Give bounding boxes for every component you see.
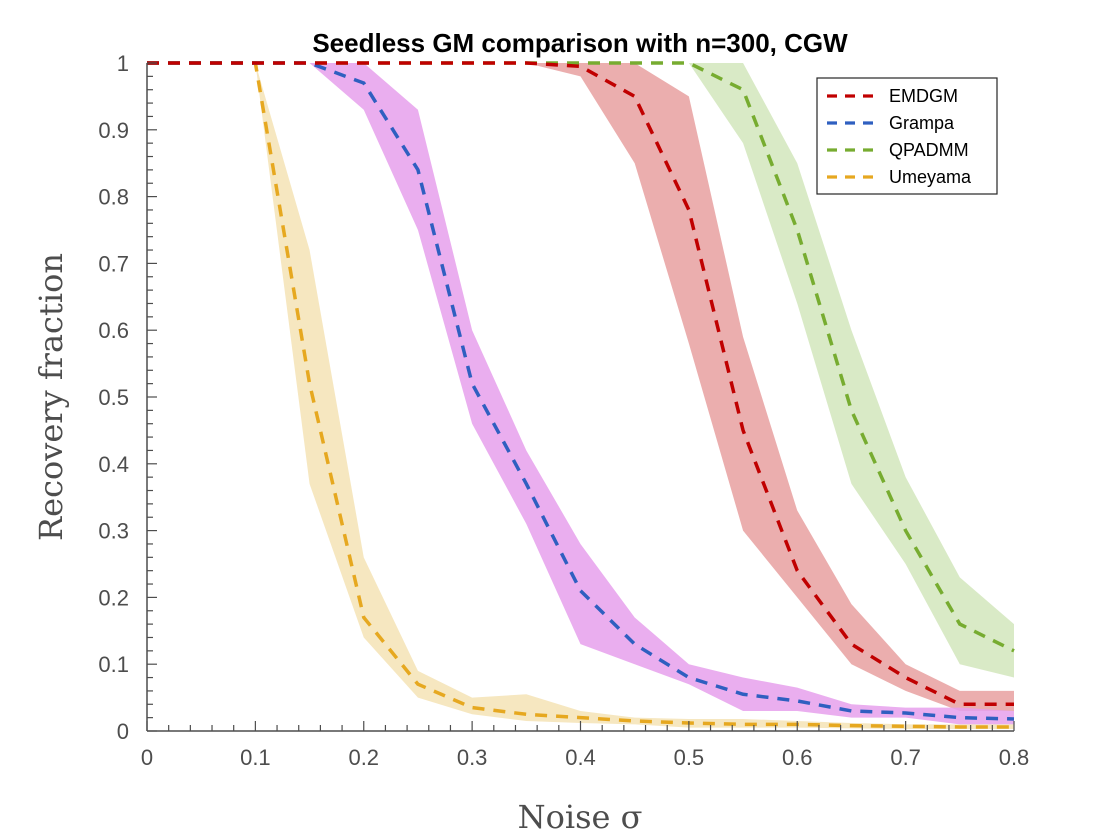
band-umeyama [147,63,1014,729]
y-tick-label: 1 [117,51,129,76]
legend: EMDGM Grampa QPADMM Umeyama [816,77,998,195]
series-lines [147,61,1015,729]
x-tick-label: 0.7 [890,745,921,770]
x-tick-label: 0 [141,745,153,770]
x-tick-label: 0.3 [457,745,488,770]
y-tick-label: 0.3 [98,519,129,544]
y-axis-label: Recovery fraction [32,253,70,541]
legend-label-qpadmm: QPADMM [889,140,969,160]
y-tick-label: 0.9 [98,118,129,143]
legend-label-grampa: Grampa [889,113,955,133]
x-tick-label: 0.8 [999,745,1030,770]
y-tick-label: 0.4 [98,452,129,477]
y-tick-label: 0.6 [98,318,129,343]
band-qpadmm [147,63,1014,678]
series-line-umeyama [147,61,1014,729]
y-tick-label: 0 [117,719,129,744]
x-tick-label: 0.6 [782,745,813,770]
x-axis-label: Noise σ [518,798,643,836]
band-emdgm [147,63,1014,711]
y-tick-label: 0.7 [98,251,129,276]
y-tick-label: 0.8 [98,185,129,210]
chart-title: Seedless GM comparison with n=300, CGW [312,28,848,58]
y-tick-label: 0.1 [98,652,129,677]
x-tick-label: 0.5 [674,745,705,770]
legend-label-umeyama: Umeyama [889,167,972,187]
axes: 0 0.1 0.2 0.3 0.4 0.5 0.6 0.7 0.8 0 0.1 0.2 0.3 0.4 0.… [98,51,1029,770]
x-tick-label: 0.1 [240,745,271,770]
y-tick-label: 0.2 [98,585,129,610]
x-tick-label: 0.2 [348,745,379,770]
series-line-grampa [147,61,1015,721]
y-tick-label: 0.5 [98,385,129,410]
legend-label-emdgm: EMDGM [889,86,958,106]
x-tick-label: 0.4 [565,745,596,770]
